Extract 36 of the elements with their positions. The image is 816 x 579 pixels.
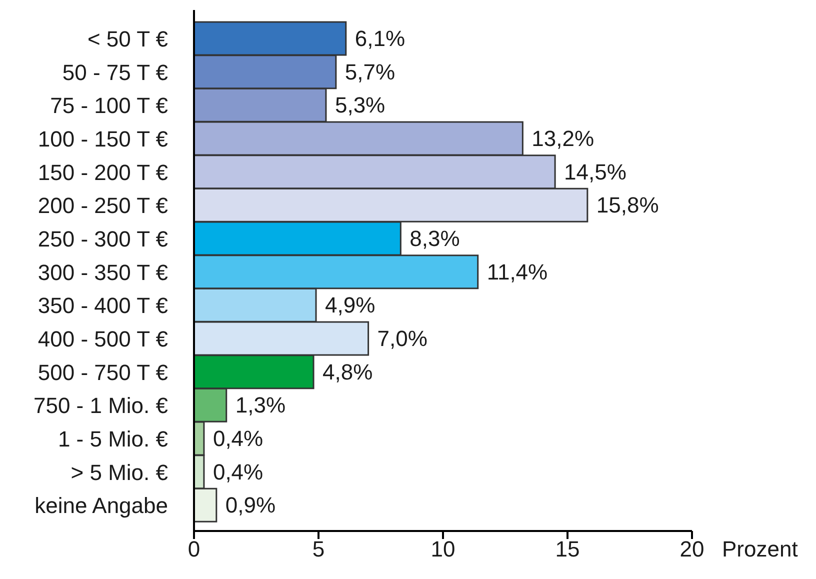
y-tick-label: 300 - 350 T € <box>38 260 168 285</box>
data-label: 13,2% <box>532 126 594 151</box>
y-tick-label: keine Angabe <box>34 493 168 518</box>
data-label: 4,9% <box>325 292 376 318</box>
y-tick-label: > 5 Mio. € <box>70 460 168 485</box>
data-label: 6,1% <box>354 26 406 51</box>
y-tick-label: 500 - 750 T € <box>38 360 168 385</box>
y-tick-label: 100 - 150 T € <box>38 126 168 152</box>
y-tick-label: 50 - 75 T € <box>62 60 168 85</box>
y-tick-label: < 50 T € <box>87 26 168 52</box>
y-tick-label: 250 - 300 T € <box>38 226 168 252</box>
x-tick-label: 5 <box>312 536 325 562</box>
data-label: 1,3% <box>235 392 286 418</box>
x-axis-title: Prozent <box>722 536 798 562</box>
data-label: 0,4% <box>212 459 264 484</box>
data-label: 7,0% <box>377 326 428 351</box>
data-label: 4,8% <box>322 359 373 384</box>
x-tick-label: 0 <box>188 536 200 562</box>
y-tick-label: 750 - 1 Mio. € <box>33 393 168 418</box>
data-label: 14,5% <box>564 159 626 184</box>
y-tick-label: 75 - 100 T € <box>50 93 168 118</box>
x-tick-label: 10 <box>430 536 456 562</box>
x-tick-label: 20 <box>680 536 704 562</box>
data-label: 0,9% <box>225 492 276 518</box>
y-tick-label: 1 - 5 Mio. € <box>58 426 168 452</box>
y-tick-label: 150 - 200 T € <box>38 160 168 185</box>
data-label: 11,4% <box>486 259 548 284</box>
data-label: 5,3% <box>334 92 386 118</box>
data-label: 5,7% <box>344 59 396 84</box>
data-label: 15,8% <box>596 192 659 218</box>
y-tick-label: 200 - 250 T € <box>38 193 168 218</box>
data-label: 8,3% <box>410 226 460 251</box>
y-tick-label: 400 - 500 T € <box>38 326 168 352</box>
y-tick-label: 350 - 400 T € <box>38 293 168 318</box>
data-label: 0,4% <box>212 426 264 451</box>
x-tick-label: 15 <box>555 536 580 562</box>
